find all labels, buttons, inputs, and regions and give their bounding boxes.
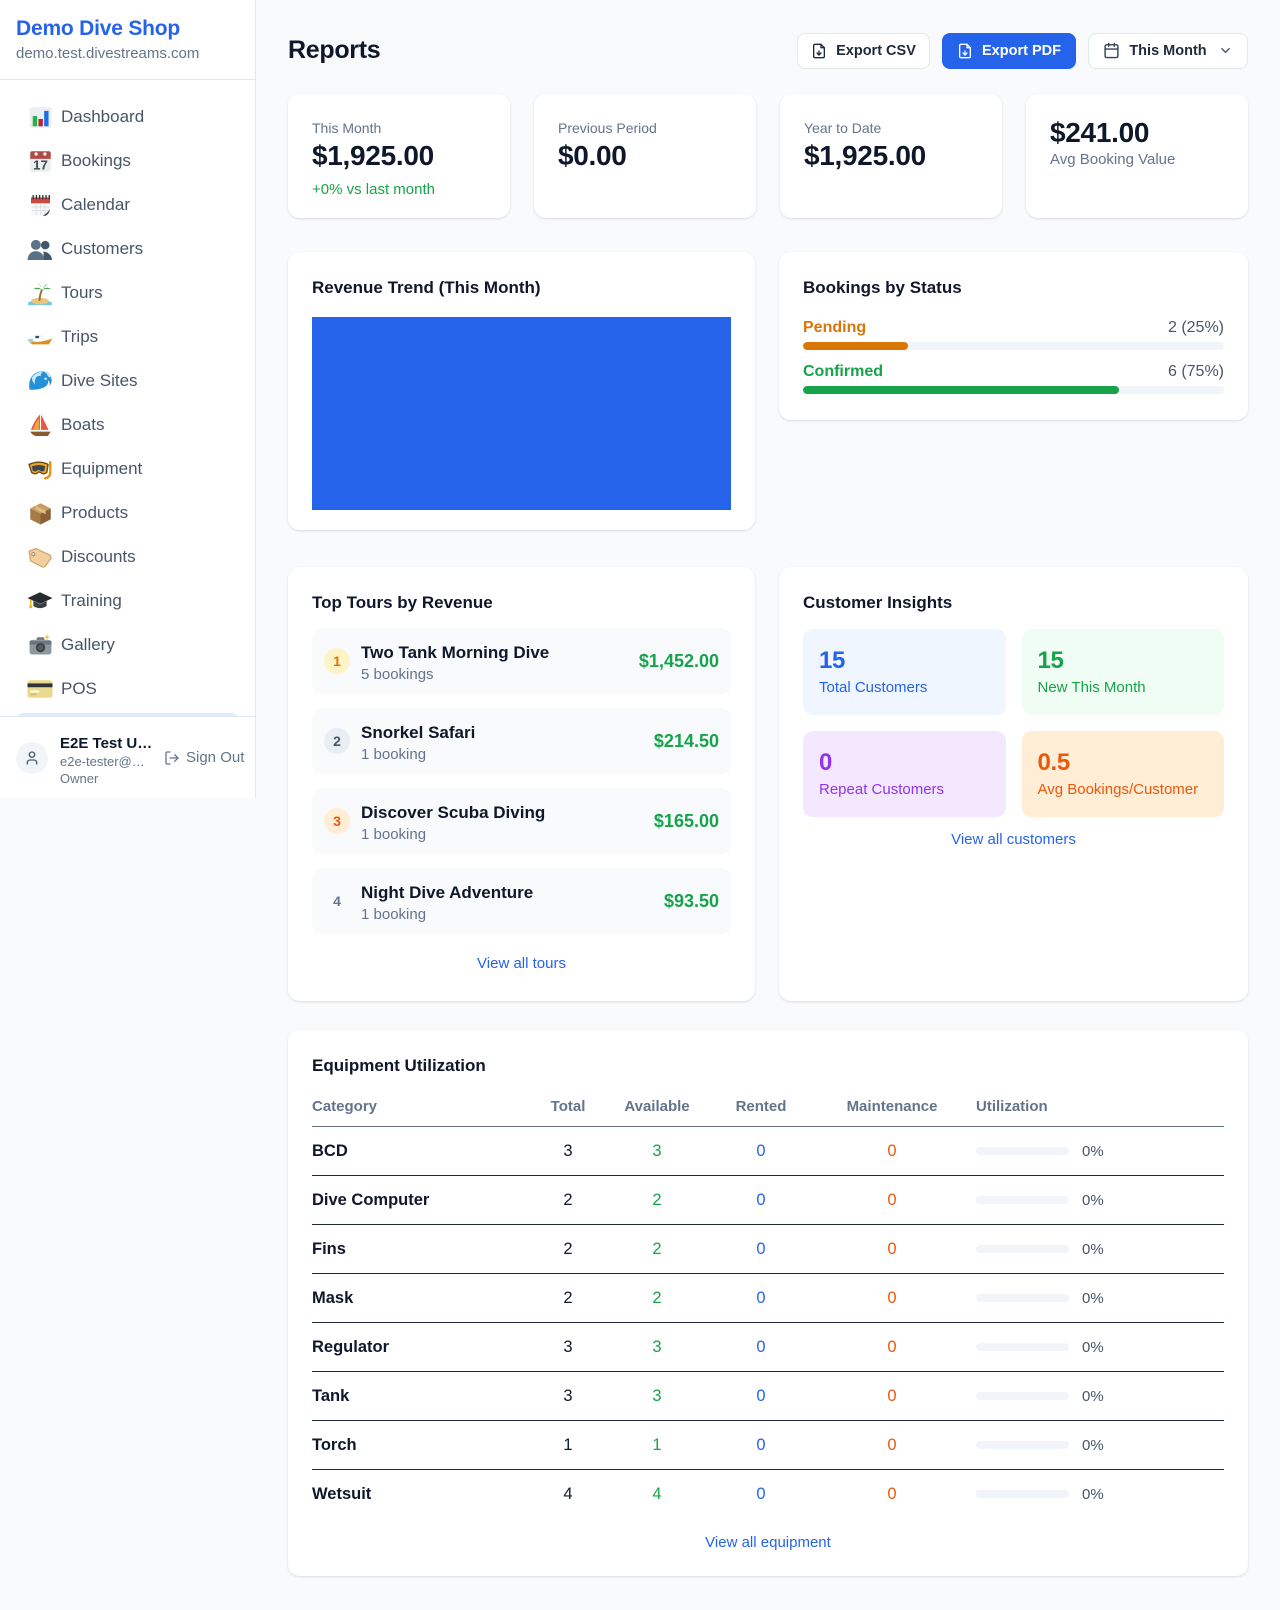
svg-text:17: 17 bbox=[33, 157, 48, 172]
